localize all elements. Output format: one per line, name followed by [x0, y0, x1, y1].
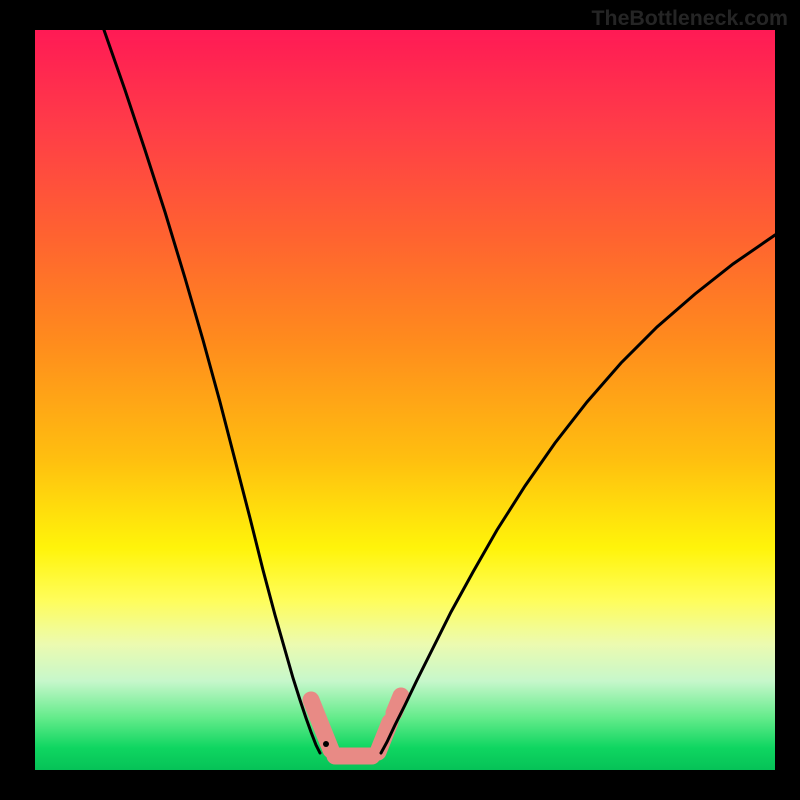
curves-svg: [35, 30, 775, 770]
worm-marker: [311, 696, 401, 756]
curve-left: [104, 30, 320, 753]
watermark-text: TheBottleneck.com: [592, 6, 788, 31]
chart-root: TheBottleneck.com: [0, 0, 800, 800]
plot-area: [35, 30, 775, 770]
curve-right: [381, 235, 775, 753]
